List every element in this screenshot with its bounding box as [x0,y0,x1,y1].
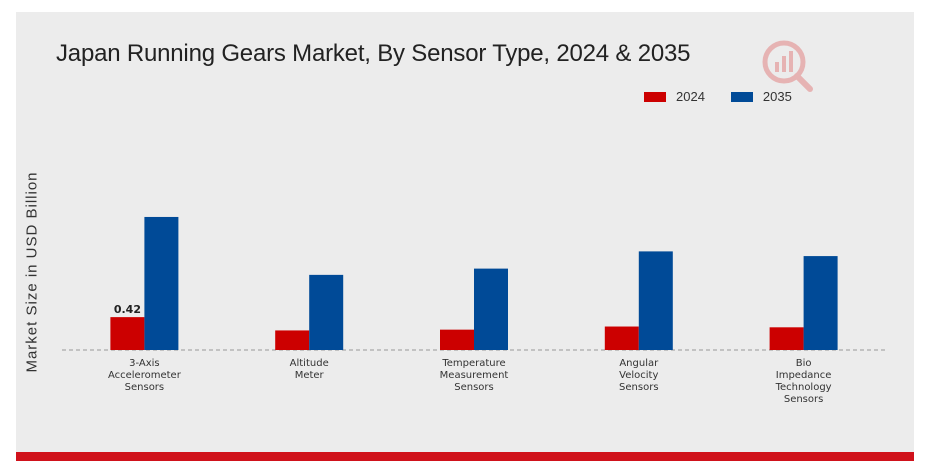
x-tick-label-line: Temperature [442,358,506,369]
x-tick-label-line: Measurement [439,370,509,381]
footer-accent-bar [16,452,914,461]
bar-2035-1 [144,216,179,350]
legend-item-2035: 2035 [730,89,792,104]
x-tick-label-line: Sensors [619,382,659,393]
bar-2024-1 [110,317,145,350]
bar-2024-5 [769,327,804,350]
x-tick-label-4: Angular Velocity Sensors [584,358,694,394]
x-tick-label-2: Altitude Meter [254,358,364,382]
x-tick-label-line: Sensors [124,382,165,393]
x-tick-label-line: Velocity [619,370,659,381]
brand-logo-icon [758,36,818,101]
bar-2035-4 [638,251,673,350]
legend-swatch-2024 [644,91,666,102]
legend-swatch-2035 [730,91,753,102]
x-tick-label-line: Meter [294,370,324,381]
x-tick-label-3: Temperature Measurement Sensors [419,358,529,394]
bar-2035-2 [309,274,344,350]
x-tick-label-line: Sensors [783,394,824,405]
bar-2035-3 [474,268,508,350]
legend-label-2024: 2024 [676,89,705,104]
x-tick-label-line: Impedance [775,370,832,381]
x-tick-label-5: Bio Impedance Technology Sensors [749,358,859,406]
x-tick-label-line: Technology [775,382,832,393]
bar-2035-5 [803,256,838,350]
bar-2024-3 [440,329,474,350]
bar-2024-2 [275,330,310,350]
bar-2024-4 [604,326,639,350]
legend: 2024 2035 [644,89,818,104]
x-tick-label-line: 3-Axis [129,358,160,369]
x-tick-label-line: Angular [619,358,659,369]
x-tick-label-line: Altitude [289,358,329,369]
data-label-2024-1: 0.42 [114,303,141,316]
legend-item-2024: 2024 [644,89,705,104]
x-tick-label-line: Bio [795,358,812,369]
x-tick-label-line: Sensors [454,382,494,393]
legend-label-2035: 2035 [762,89,792,104]
chart-title: Japan Running Gears Market, By Sensor Ty… [56,40,691,67]
x-tick-label-1: 3-Axis Accelerometer Sensors [89,358,199,394]
x-tick-label-line: Accelerometer [107,370,181,381]
